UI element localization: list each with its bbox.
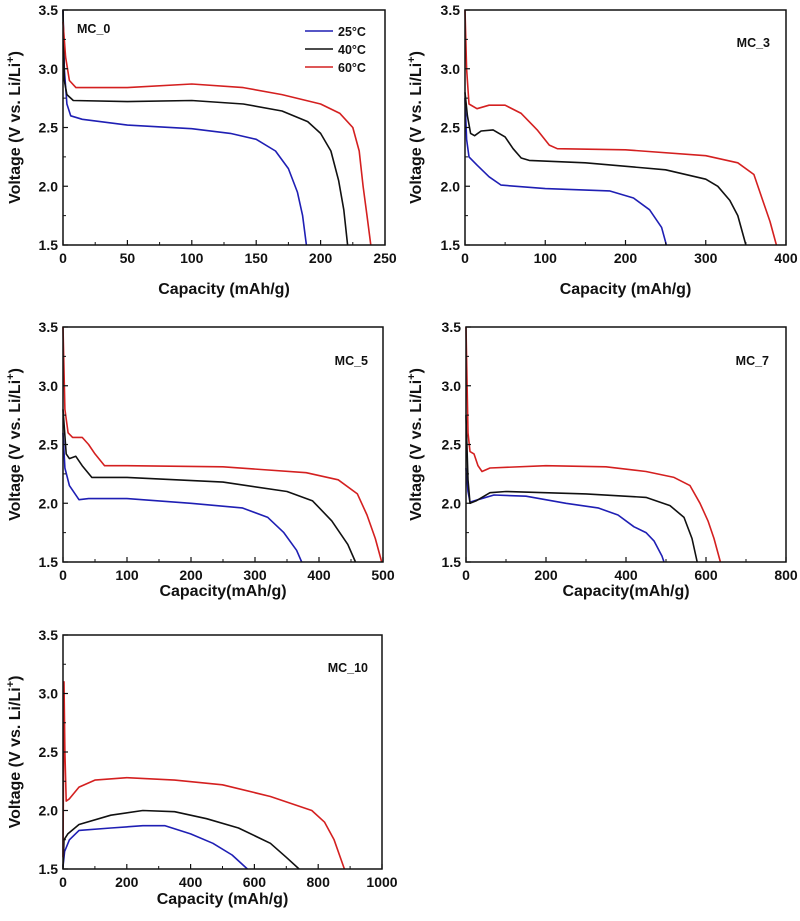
x-tick-label: 50 [120, 250, 136, 266]
y-tick-label: 3.5 [39, 627, 59, 643]
y-tick-label: 3.0 [39, 61, 59, 77]
x-tick-label: 800 [774, 567, 798, 583]
series-line-40c [62, 809, 300, 870]
x-tick-label: 0 [59, 567, 67, 583]
x-axis-label: Capacity (mAh/g) [158, 281, 290, 298]
y-tick-label: 3.0 [442, 378, 462, 394]
x-tick-label: 400 [179, 874, 203, 890]
x-tick-label: 200 [115, 874, 139, 890]
legend: 25°C 40°C 60°C [305, 25, 366, 75]
y-tick-label: 2.5 [39, 437, 59, 453]
x-tick-label: 200 [309, 250, 333, 266]
legend-entry: 60°C [338, 61, 366, 75]
x-tick-label: 200 [179, 567, 203, 583]
x-tick-label: 250 [373, 250, 397, 266]
legend-entry: 40°C [338, 43, 366, 57]
panel-label: MC_10 [328, 661, 368, 675]
y-axis-label: Voltage (V vs. Li/Li+) [406, 51, 425, 204]
chart-panel-mc-0: 0 50 100 150 200 250 1.5 2.0 2.5 3.0 3.5 Capacity (… [5, 2, 397, 298]
series-line-40c [62, 409, 357, 563]
y-tick-label: 2.0 [39, 803, 59, 819]
series-line-40c [465, 415, 698, 563]
panel-label: MC_7 [736, 354, 769, 368]
x-tick-label: 200 [534, 567, 558, 583]
series-line-40c [464, 92, 747, 246]
y-tick-label: 3.0 [39, 378, 59, 394]
chart-panel-mc-10: 0 200 400 600 800 1000 1.5 2.0 2.5 3.0 3.5 Capacity… [5, 627, 398, 908]
x-tick-label: 1000 [366, 874, 397, 890]
x-tick-label: 0 [59, 874, 67, 890]
x-tick-label: 400 [774, 250, 798, 266]
y-tick-label: 1.5 [39, 861, 59, 877]
y-tick-label: 2.0 [39, 495, 59, 511]
x-tick-label: 300 [694, 250, 718, 266]
y-tick-label: 2.5 [39, 120, 59, 136]
panel-label: MC_3 [737, 36, 770, 50]
y-tick-label: 3.5 [39, 2, 59, 18]
y-tick-label: 2.5 [441, 120, 461, 136]
series-line-25c [464, 98, 668, 246]
panel-label: MC_5 [335, 354, 368, 368]
chart-panel-mc-5: 0 100 200 300 400 500 1.5 2.0 2.5 3.0 3.5 Capacity(… [5, 319, 395, 600]
x-axis-label: Capacity(mAh/g) [159, 583, 286, 600]
x-tick-label: 100 [115, 567, 139, 583]
x-axis-label: Capacity (mAh/g) [157, 891, 289, 908]
y-tick-label: 3.5 [442, 319, 462, 335]
y-tick-label: 2.0 [441, 178, 461, 194]
x-tick-label: 0 [461, 250, 469, 266]
y-axis-label: Voltage (V vs. Li/Li+) [406, 368, 425, 521]
x-tick-label: 400 [614, 567, 638, 583]
x-tick-label: 200 [614, 250, 638, 266]
x-tick-label: 100 [534, 250, 558, 266]
series-line-25c [465, 467, 665, 563]
y-tick-label: 1.5 [442, 554, 462, 570]
y-axis-label: Voltage (V vs. Li/Li+) [5, 676, 24, 829]
y-axis-label: Voltage (V vs. Li/Li+) [5, 368, 24, 521]
series-line-60c [62, 681, 346, 870]
y-axis-label: Voltage (V vs. Li/Li+) [5, 51, 24, 204]
series-line-25c [62, 824, 248, 870]
series-line-60c [465, 326, 722, 563]
y-tick-label: 3.5 [39, 319, 59, 335]
y-tick-label: 2.0 [442, 495, 462, 511]
x-tick-label: 600 [243, 874, 267, 890]
y-tick-label: 2.5 [39, 744, 59, 760]
y-tick-label: 2.5 [442, 437, 462, 453]
x-tick-label: 300 [243, 567, 267, 583]
y-tick-label: 2.0 [39, 178, 59, 194]
x-tick-label: 150 [245, 250, 269, 266]
series-line-60c [464, 9, 778, 246]
legend-entry: 25°C [338, 25, 366, 39]
chart-panel-mc-3: 0 100 200 300 400 1.5 2.0 2.5 3.0 3.5 Capacity (mA… [406, 2, 798, 298]
y-tick-label: 1.5 [441, 237, 461, 253]
y-tick-label: 1.5 [39, 237, 59, 253]
panel-label: MC_0 [77, 22, 110, 36]
series-line-60c [62, 21, 372, 246]
y-tick-label: 3.5 [441, 2, 461, 18]
series-line-60c [62, 326, 383, 563]
y-tick-label: 1.5 [39, 554, 59, 570]
series-line-25c [62, 432, 303, 563]
chart-panel-mc-7: 0 200 400 600 800 1.5 2.0 2.5 3.0 3.5 Capacity(mAh… [406, 319, 798, 600]
x-axis-label: Capacity (mAh/g) [560, 281, 692, 298]
x-tick-label: 600 [694, 567, 718, 583]
series-line-25c [62, 9, 308, 246]
series-line-40c [62, 9, 349, 246]
x-tick-label: 100 [180, 250, 204, 266]
plot-frame [62, 9, 386, 246]
x-axis-label: Capacity(mAh/g) [562, 583, 689, 600]
x-tick-label: 500 [371, 567, 395, 583]
x-tick-label: 800 [307, 874, 331, 890]
y-tick-label: 3.0 [39, 686, 59, 702]
x-tick-label: 0 [59, 250, 67, 266]
x-tick-label: 0 [462, 567, 470, 583]
y-tick-label: 3.0 [441, 61, 461, 77]
x-tick-label: 400 [307, 567, 331, 583]
